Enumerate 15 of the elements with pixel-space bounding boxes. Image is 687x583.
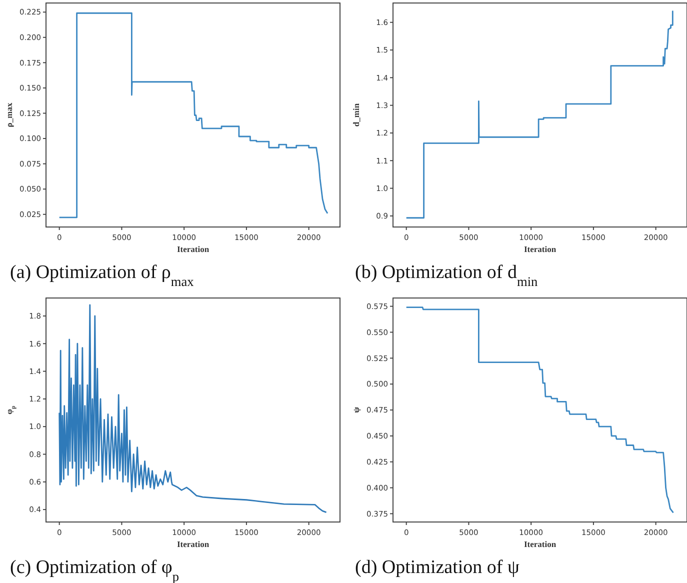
text: (c) Optimization of φ$_{p}$ [10,557,180,583]
line-series [58,304,327,514]
line-series [406,306,674,514]
y-axis-title: ρ_max [4,102,14,128]
text: (a) Optimization of ρ$_{max}$ [10,262,194,288]
line-series [58,12,328,218]
x-axis-title: Iteration [176,539,210,549]
line-series [406,10,674,219]
y-axis-title: d_min [351,103,361,127]
text: (b) Optimization of d$_{min}$ [355,262,538,288]
x-axis-title: Iteration [176,244,210,254]
x-axis-title: Iteration [524,539,556,549]
y-axis-title: ψ [351,406,361,413]
x-axis-title: Iteration [524,244,556,254]
text: (d) Optimization of ψ [355,557,520,578]
